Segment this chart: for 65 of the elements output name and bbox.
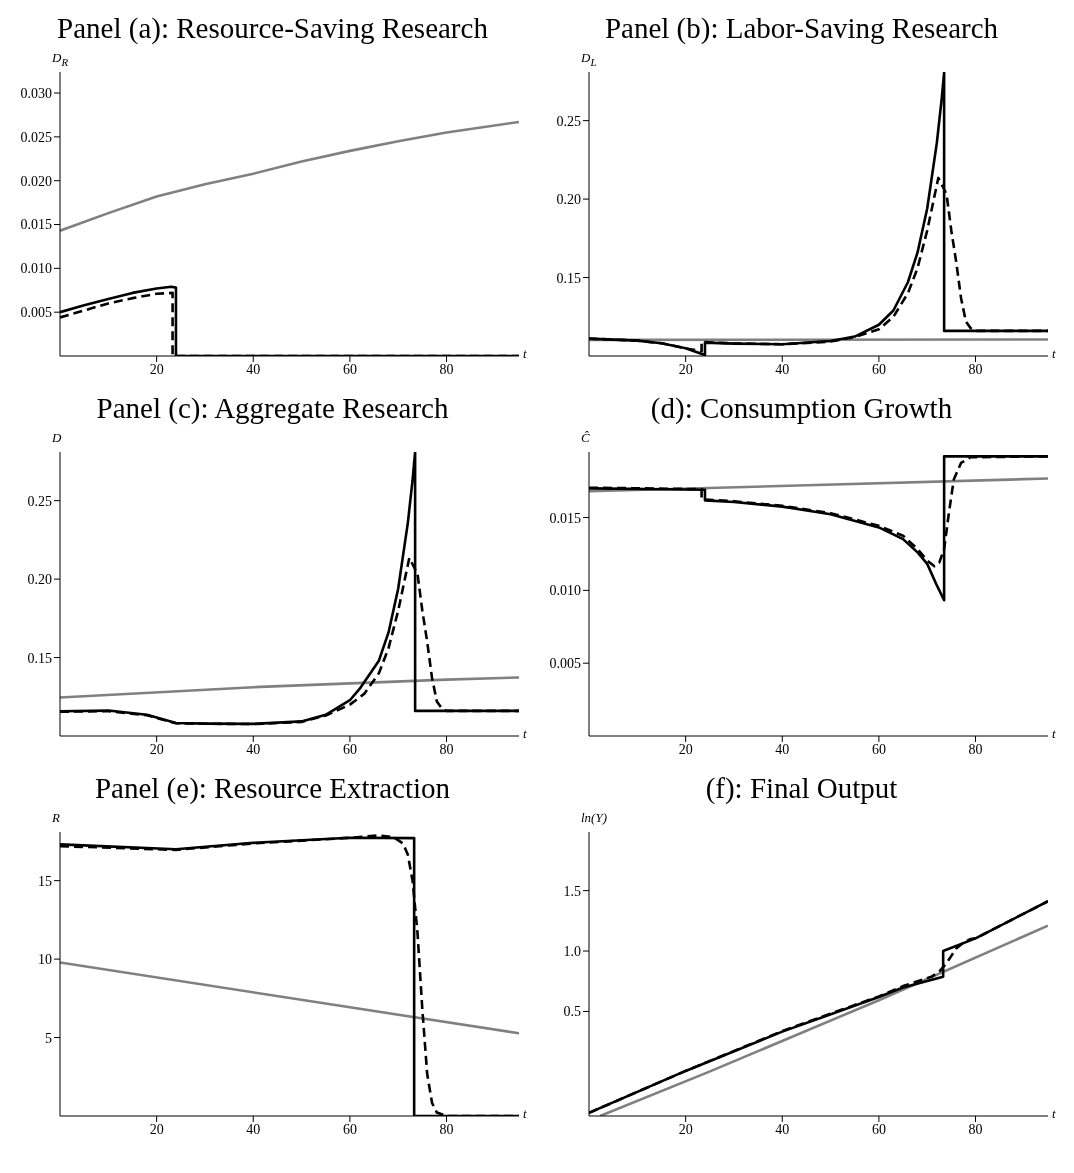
y-tick-label: 0.20 [556, 192, 581, 208]
x-tick-label: 80 [439, 361, 454, 377]
chart-title: Panel (b): Labor-Saving Research [603, 11, 1000, 46]
y-axis-title: Ĉ [581, 430, 590, 446]
y-tick-label: 0.5 [563, 1004, 581, 1020]
y-tick-label: 5 [45, 1030, 52, 1046]
x-tick-label: 80 [968, 1121, 983, 1137]
y-tick-label: 1.5 [563, 883, 581, 899]
x-tick-label: 20 [678, 741, 693, 757]
chart-title: (d): Consumption Growth [649, 391, 954, 426]
y-tick-label: 15 [38, 873, 52, 889]
y-tick-label: 1.0 [563, 944, 581, 960]
x-tick-label: 40 [775, 361, 790, 377]
x-tick-label: 20 [678, 1121, 693, 1137]
x-tick-label: 20 [678, 361, 693, 377]
x-axis-title: t [1052, 726, 1056, 742]
x-tick-label: 80 [439, 741, 454, 757]
y-tick-label: 0.005 [549, 656, 581, 672]
y-axis-title: D$_{R}$ [52, 50, 69, 68]
y-tick-label: 0.025 [20, 129, 52, 145]
y-tick-label: 0.25 [27, 493, 52, 509]
x-tick-label: 40 [775, 741, 790, 757]
y-tick-label: 0.015 [549, 510, 581, 526]
y-axis-title: ln(Y) [581, 810, 607, 826]
x-tick-label: 60 [342, 361, 357, 377]
chart-title: Panel (a): Resource-Saving Research [56, 11, 489, 46]
y-axis-title: D$_{L}$ [581, 50, 597, 68]
x-axis-title: t [523, 1106, 527, 1122]
y-tick-label: 0.010 [549, 583, 581, 599]
chart-title: (f): Final Output [704, 771, 899, 806]
x-tick-label: 60 [871, 361, 886, 377]
x-tick-label: 80 [968, 741, 983, 757]
x-tick-label: 80 [968, 361, 983, 377]
x-axis-title: t [523, 726, 527, 742]
y-tick-label: 0.15 [556, 270, 581, 286]
x-tick-label: 60 [342, 741, 357, 757]
x-tick-label: 60 [342, 1121, 357, 1137]
chart-title: Panel (c): Aggregate Research [95, 391, 450, 426]
x-tick-label: 40 [246, 361, 261, 377]
x-axis-title: t [1052, 1106, 1056, 1122]
y-tick-label: 0.15 [27, 650, 52, 666]
x-tick-label: 40 [246, 741, 261, 757]
chart-title: Panel (e): Resource Extraction [93, 771, 452, 806]
y-tick-label: 0.25 [556, 113, 581, 129]
y-tick-label: 0.010 [20, 261, 52, 277]
y-axis-title: D [52, 430, 62, 446]
x-tick-label: 20 [149, 361, 164, 377]
x-tick-label: 60 [871, 1121, 886, 1137]
x-tick-label: 20 [149, 1121, 164, 1137]
x-tick-label: 40 [775, 1121, 790, 1137]
x-tick-label: 60 [871, 741, 886, 757]
line-series [60, 676, 519, 699]
x-tick-label: 20 [149, 741, 164, 757]
y-tick-label: 0.20 [27, 572, 52, 588]
x-axis-title: t [523, 346, 527, 362]
y-tick-label: 0.020 [20, 173, 52, 189]
x-tick-label: 80 [439, 1121, 454, 1137]
y-tick-label: 0.005 [20, 305, 52, 321]
line-series [60, 120, 519, 232]
y-tick-label: 0.030 [20, 86, 52, 102]
x-tick-label: 40 [246, 1121, 261, 1137]
x-axis-title: t [1052, 346, 1056, 362]
y-tick-label: 10 [38, 952, 52, 968]
y-tick-label: 0.015 [20, 217, 52, 233]
y-axis-title: R [52, 810, 60, 826]
